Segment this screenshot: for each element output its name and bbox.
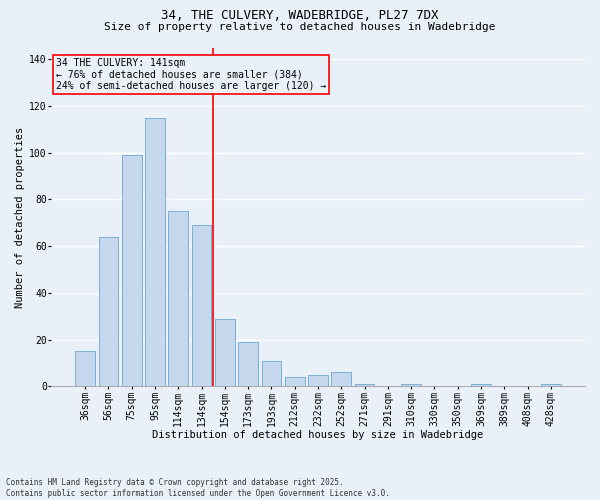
Text: Contains HM Land Registry data © Crown copyright and database right 2025.
Contai: Contains HM Land Registry data © Crown c… [6,478,390,498]
Bar [145,118,165,386]
Bar [98,237,118,386]
Text: 34 THE CULVERY: 141sqm
← 76% of detached houses are smaller (384)
24% of semi-de: 34 THE CULVERY: 141sqm ← 76% of detached… [56,58,326,91]
Bar [191,225,211,386]
Bar [471,384,491,386]
Bar [122,155,142,386]
Bar [401,384,421,386]
Bar [541,384,561,386]
Bar [355,384,374,386]
Bar [331,372,351,386]
Bar [75,352,95,386]
X-axis label: Distribution of detached houses by size in Wadebridge: Distribution of detached houses by size … [152,430,484,440]
Bar [215,318,235,386]
Text: 34, THE CULVERY, WADEBRIDGE, PL27 7DX: 34, THE CULVERY, WADEBRIDGE, PL27 7DX [161,9,439,22]
Bar [285,377,305,386]
Bar [262,360,281,386]
Bar [308,374,328,386]
Y-axis label: Number of detached properties: Number of detached properties [15,126,25,308]
Bar [169,211,188,386]
Text: Size of property relative to detached houses in Wadebridge: Size of property relative to detached ho… [104,22,496,32]
Bar [238,342,258,386]
